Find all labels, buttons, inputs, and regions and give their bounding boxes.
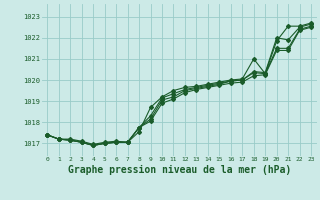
X-axis label: Graphe pression niveau de la mer (hPa): Graphe pression niveau de la mer (hPa) (68, 165, 291, 175)
